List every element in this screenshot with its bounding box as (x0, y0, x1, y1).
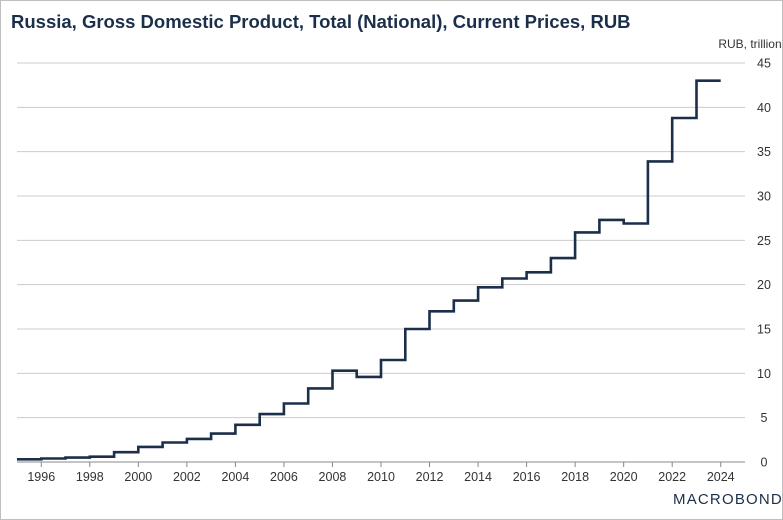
y-tick-label: 15 (757, 323, 771, 337)
series-layer (17, 79, 721, 461)
x-tick-label: 2016 (513, 470, 541, 484)
x-tick-label: 2002 (173, 470, 201, 484)
y-tick-label: 20 (757, 278, 771, 292)
x-tick-label: 2010 (367, 470, 395, 484)
chart-title: Russia, Gross Domestic Product, Total (N… (11, 11, 631, 32)
y-tick-label: 30 (757, 190, 771, 204)
x-tick-label: 2000 (124, 470, 152, 484)
x-tick-label: 2012 (416, 470, 444, 484)
series-line (17, 79, 721, 461)
x-tick-label: 2014 (464, 470, 492, 484)
y-tick-label: 40 (757, 101, 771, 115)
x-tick-label: 2024 (707, 470, 735, 484)
y-tick-label: 35 (757, 145, 771, 159)
x-tick-label: 1998 (76, 470, 104, 484)
x-tick-label: 2020 (610, 470, 638, 484)
y-tick-label: 0 (761, 456, 768, 470)
y-axis-unit-label: RUB, trillion (718, 37, 781, 51)
x-tick-label: 2022 (658, 470, 686, 484)
x-tick-label: 2018 (561, 470, 589, 484)
macrobond-logo: MACROBOND (673, 491, 783, 508)
y-tick-label: 5 (761, 411, 768, 425)
x-tick-label: 2008 (319, 470, 347, 484)
y-tick-label: 10 (757, 367, 771, 381)
y-tick-label: 25 (757, 234, 771, 248)
x-tick-label: 1996 (27, 470, 55, 484)
x-tick-label: 2004 (221, 470, 249, 484)
y-tick-label: 45 (757, 57, 771, 71)
x-tick-label: 2006 (270, 470, 298, 484)
axes: 0 5 10 15 20 25 30 35 40 45 1996 1998 2000 2002 2004 20… (17, 57, 771, 484)
